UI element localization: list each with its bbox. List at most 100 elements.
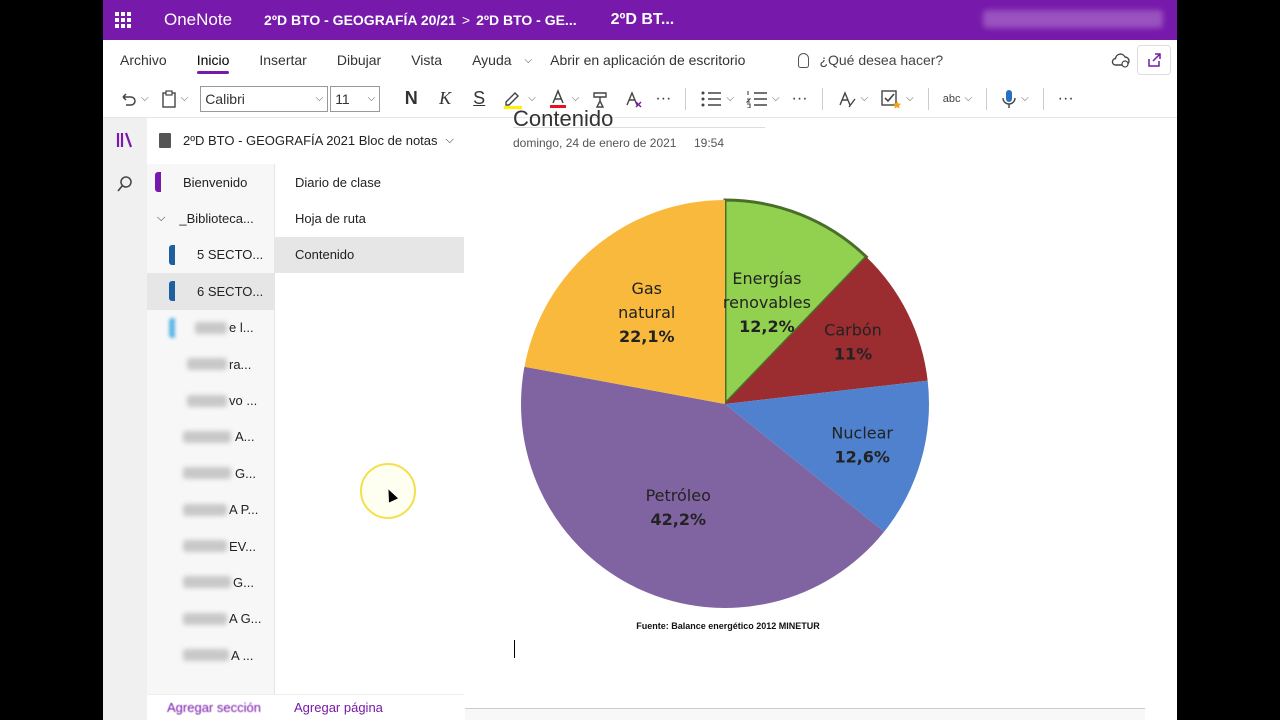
breadcrumb-notebook[interactable]: 2ºD BTO - GEOGRAFÍA 20/21 [264,12,456,28]
chevron-down-icon: ⌵ [180,93,189,104]
chevron-down-icon[interactable]: ⌵ [524,54,533,66]
page-canvas[interactable]: Contenido domingo, 24 de enero de 2021 1… [465,106,1177,720]
section-item[interactable]: vo ... [147,382,274,418]
more-paragraph-options-button[interactable]: ··· [791,89,808,107]
app-name[interactable]: OneNote [164,10,233,29]
pie-slice-1 [725,256,928,404]
notebook-name: 2ºD BTO - GEOGRAFÍA 2021 Bloc de notas [183,132,438,148]
add-section-button[interactable]: Agregar sección [167,700,261,715]
chevron-down-icon: ⌵ [1021,93,1029,104]
blurred-text [195,321,227,334]
section-item[interactable]: G... [147,564,274,600]
section-item[interactable]: A... [147,419,274,455]
blurred-text [183,467,231,480]
section-item-selected[interactable]: 6 SECTO... [147,273,274,310]
section-color-tab [155,172,161,193]
tab-ayuda[interactable]: Ayuda [472,52,512,68]
blurred-text [183,612,227,625]
clipboard-button[interactable]: ⌵ [155,84,195,114]
chevron-down-icon: ⌵ [528,93,536,104]
format-painter-button[interactable] [585,84,617,114]
clear-formatting-button[interactable] [617,84,649,114]
tab-archivo[interactable]: Archivo [120,52,167,68]
app-launcher-button[interactable] [103,0,143,40]
tab-dibujar[interactable]: Dibujar [336,52,382,68]
more-options-button[interactable]: ··· [1057,89,1074,107]
dictate-button[interactable]: ⌵ [995,84,1035,114]
numbering-button[interactable]: ⌵ [740,84,786,114]
italic-button[interactable]: K [439,88,452,108]
page-item-selected[interactable]: Contenido [275,236,464,274]
section-group[interactable]: ⌵ _Biblioteca... [147,200,274,236]
section-item[interactable]: Bienvenido [147,164,274,200]
section-item[interactable]: EV... [147,528,274,564]
open-desktop-app-button[interactable]: Abrir en aplicación de escritorio [550,52,746,68]
more-font-options-button[interactable]: ··· [655,89,672,107]
ribbon-toolbar: ⌵ ⌵ Calibri ⌵ 11 ⌵ N K S ⌵ ⌵ ··· [103,80,1177,118]
section-item[interactable]: e l... [147,310,274,346]
highlighter-icon [504,91,523,109]
section-color-tab [169,317,175,338]
highlight-button[interactable]: ⌵ [496,84,542,114]
section-item[interactable]: A G... [147,601,274,637]
tab-vista[interactable]: Vista [411,52,443,68]
slice-name-label: Carbón [824,321,882,340]
page-item[interactable]: Diario de clase [295,174,381,190]
section-list: Bienvenido ⌵ _Biblioteca... 5 SECTO... 6… [147,164,274,694]
styles-icon [838,90,856,107]
font-color-button[interactable]: ⌵ [542,84,586,114]
font-name-select[interactable]: Calibri ⌵ [200,85,329,112]
notebook-selector[interactable]: 2ºD BTO - GEOGRAFÍA 2021 Bloc de notas ⌵ [147,118,464,162]
click-highlight [360,463,416,519]
pie-slice-2 [725,380,929,532]
toolbar-divider [685,87,687,110]
horizontal-scrollbar[interactable] [465,708,1145,720]
waffle-icon [115,12,131,28]
section-label: 5 SECTO... [197,247,264,263]
bold-button[interactable]: N [404,88,418,108]
page-title-heading[interactable]: Contenido [513,106,614,131]
numbered-list-icon [745,90,767,108]
blurred-text [183,503,227,516]
section-label: G... [235,465,256,481]
blurred-text [183,576,231,589]
share-button[interactable] [1137,45,1171,75]
energy-pie-chart[interactable]: Energías renovables 12,2% Carbón 11% Nuclear 1… [513,188,943,638]
section-item[interactable]: 5 SECTO... [147,237,274,273]
slice-value-label: 22,1% [619,327,675,346]
tags-button[interactable]: ⌵ [874,84,920,114]
font-size-select[interactable]: 11 ⌵ [330,85,381,112]
bullets-button[interactable]: ⌵ [694,84,740,114]
app-header: OneNote 2ºD BTO - GEOGRAFÍA 20/21 > 2ºD … [103,0,1177,40]
tell-me-search[interactable]: ¿Qué desea hacer? [798,52,943,68]
page-title[interactable]: 2ºD BT... [610,11,675,28]
section-label: G... [233,574,254,590]
sync-status-button[interactable] [1103,43,1137,77]
breadcrumb-section[interactable]: 2ºD BTO - GE... [476,12,577,28]
lightbulb-icon [798,52,810,68]
pie-labels: Energías renovables 12,2% Carbón 11% Nuclear 1… [618,269,893,529]
pie-slice-0 [723,198,869,408]
underline-button[interactable]: S [473,88,486,108]
section-item[interactable]: ra... [147,346,274,382]
add-page-button[interactable]: Agregar página [294,700,383,715]
section-item[interactable]: A ... [147,637,274,673]
section-item[interactable]: A P... [147,492,274,528]
blurred-text [183,430,231,443]
account-area[interactable] [983,10,1163,28]
section-group-label: _Biblioteca... [179,211,254,227]
styles-button[interactable]: ⌵ [831,84,875,114]
notebooks-button[interactable] [103,118,147,162]
search-icon [117,176,132,192]
tab-inicio[interactable]: Inicio [196,40,229,80]
section-item[interactable]: G... [147,455,274,491]
chevron-down-icon: ⌵ [367,93,376,104]
clipboard-icon [161,89,176,108]
section-label: A... [235,429,255,445]
tab-insertar[interactable]: Insertar [259,52,307,68]
page-item[interactable]: Hoja de ruta [295,211,366,227]
undo-button[interactable]: ⌵ [113,84,155,114]
section-label: 6 SECTO... [197,283,264,299]
spelling-button[interactable]: abc ⌵ [937,84,978,114]
search-button[interactable] [103,162,147,206]
